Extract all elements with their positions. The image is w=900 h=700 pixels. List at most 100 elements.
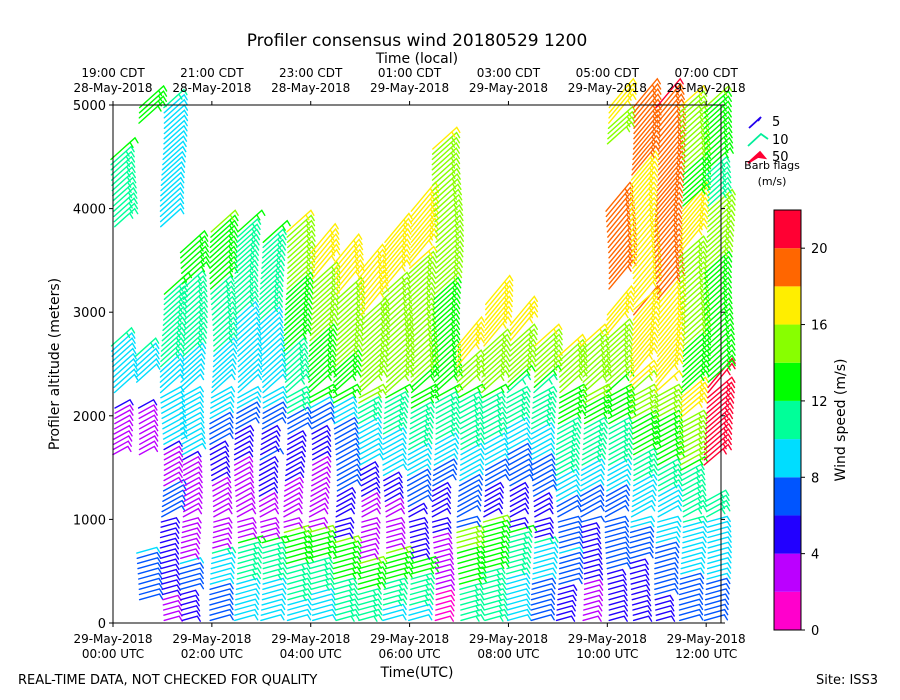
wind-barb-p20-s5-0 (606, 121, 636, 145)
wind-barb-p1-s0-8 (136, 551, 161, 559)
wind-barb-p22-s3-14 (658, 289, 687, 321)
wind-barb-p9-s3-12 (335, 318, 365, 342)
x-tick-time-4: 08:00 UTC (477, 647, 539, 661)
wind-barb-p12-s1-4 (409, 532, 430, 539)
wind-barb-p1-s1-6 (138, 414, 159, 425)
wind-barb-p20-s4-5 (608, 232, 637, 264)
wind-barb-p19-s1-2 (582, 542, 602, 550)
wind-barb-p7-s3-8 (284, 352, 309, 373)
wind-barb-p15-s0-19 (482, 514, 512, 523)
wind-barb-p21-s4-22 (629, 165, 659, 197)
wind-barb-p9-s3-26 (334, 238, 363, 269)
wind-barb-p4-s3-18 (212, 300, 237, 321)
wind-barb-p10-s1-12 (361, 486, 381, 497)
wind-barb-p18-s1-10 (555, 484, 581, 497)
wind-barb-p6-s0-2 (261, 603, 286, 611)
wind-barb-p9-s3-2 (332, 369, 362, 394)
wind-barb-p3-s3-0 (182, 332, 207, 352)
wind-barb-p13-s3-11 (432, 292, 461, 316)
wind-barb-p14-s0-7 (458, 576, 488, 585)
wind-barb-p24-s1-10 (705, 494, 730, 508)
wind-barb-p16-s3-3 (508, 343, 537, 368)
wind-barb-p24-s4-10 (704, 131, 733, 155)
wind-barb-p24-s3-27 (706, 219, 735, 243)
wind-barb-p5-s3-4 (237, 363, 263, 383)
wind-barb-p9-s3-24 (335, 248, 364, 280)
wind-barb-p21-s0-3 (631, 599, 652, 607)
wind-barb-p18-s0-3 (556, 599, 577, 607)
wind-barb-p3-s0-1 (181, 610, 201, 617)
wind-barb-p20-s4-6 (608, 227, 637, 259)
wind-barb-p4-s1-8 (212, 497, 233, 508)
wind-barb-p8-s0-7 (310, 577, 335, 586)
wind-barb-p4-s3-23 (210, 275, 235, 295)
wind-barb-p5-s2-3 (234, 429, 254, 440)
wind-barb-p5-s0-10 (237, 562, 262, 571)
top-tick-date-5: 29-May-2018 (568, 81, 647, 95)
wind-barb-p0-s1-9 (110, 326, 136, 347)
wind-barb-p21-s1-4 (631, 494, 657, 508)
wind-barb-p4-s2-0 (211, 466, 231, 477)
wind-barb-p8-s0-2 (311, 603, 336, 611)
wind-barb-p6-s1-12 (258, 466, 279, 477)
wind-barb-p1-s1-4 (139, 424, 159, 435)
wind-barb-p11-s2-3 (382, 447, 407, 461)
wind-barb-p7-s1-2 (283, 507, 303, 518)
wind-barb-p4-s2-8 (209, 421, 234, 435)
wind-barb-p8-s0-15 (308, 535, 337, 544)
wind-barb-p2-s2-2 (163, 466, 183, 477)
wind-barb-p8-s0-1 (311, 608, 337, 616)
colorbar-tick-label-5: 20 (811, 242, 828, 257)
wind-barb-p6-s2-0 (260, 445, 280, 456)
wind-barb-p3-s3-2 (183, 321, 208, 342)
wind-barb-p5-s3-15 (235, 306, 260, 326)
wind-barb-p18-s0-1 (556, 610, 576, 617)
wind-barb-p13-s3-10 (432, 297, 461, 321)
x-tick-date-4: 29-May-2018 (469, 632, 548, 646)
wind-barb-p24-s0-11 (707, 556, 732, 565)
wind-barb-p21-s4-23 (630, 160, 659, 192)
wind-barb-p13-s1-1 (431, 516, 452, 524)
wind-barb-p14-s3-6 (456, 331, 485, 363)
wind-barb-p6-s3-17 (258, 295, 283, 316)
wind-barb-p19-s2-6 (582, 442, 607, 456)
wind-barb-p16-s2-7 (505, 396, 531, 409)
wind-barb-p17-s1-10 (532, 473, 557, 487)
wind-barb-p13-s3-39 (431, 147, 460, 171)
wind-barb-p3-s2-18 (181, 342, 207, 363)
wind-barb-p22-s2-2 (656, 440, 685, 456)
wind-barb-p8-s3-14 (310, 307, 339, 331)
wind-barb-p12-s3-17 (407, 271, 436, 295)
wind-barb-p22-s0-4 (654, 594, 674, 602)
wind-barb-p18-s0-6 (558, 584, 578, 591)
wind-barb-p24-s1-9 (705, 499, 731, 513)
wind-barb-p23-s1-9 (682, 489, 707, 502)
wind-barb-p1-s3-3 (138, 84, 168, 109)
wind-barb-p15-s2-10 (481, 401, 506, 414)
wind-barb-p12-s3-12 (407, 297, 436, 321)
wind-barb-p14-s1-4 (457, 494, 482, 508)
wind-barb-p8-s1-8 (311, 476, 331, 487)
wind-barb-p22-s1-2 (656, 520, 682, 528)
barb-legend-50-label: 50 (772, 150, 789, 165)
wind-barb-p10-s3-0 (358, 388, 387, 404)
wind-barb-p4-s3-15 (212, 316, 238, 337)
wind-barb-p14-s1-9 (459, 468, 484, 482)
wind-barb-p7-s0-0 (286, 613, 312, 622)
wind-barb-p17-s1-4 (534, 507, 554, 518)
top-tick-time-1: 21:00 CDT (180, 66, 244, 80)
wind-barb-p10-s1-5 (360, 527, 381, 534)
wind-barb-p20-s1-8 (605, 484, 631, 497)
wind-barb-p21-s4-32 (633, 113, 662, 145)
wind-barb-p21-s4-11 (630, 222, 660, 254)
barb-legend-10-glyph (747, 132, 769, 147)
wind-barb-p9-s1-1 (334, 527, 354, 534)
wind-barb-p22-s4-7 (655, 181, 684, 212)
wind-barb-p16-s2-10 (506, 373, 532, 394)
wind-barb-p22-s3-4 (655, 341, 685, 373)
wind-barb-p22-s4-20 (657, 113, 687, 145)
wind-barb-p16-s0-10 (506, 562, 531, 571)
wind-barb-p6-s1-4 (259, 507, 279, 518)
wind-barb-p23-s0-4 (678, 593, 704, 601)
